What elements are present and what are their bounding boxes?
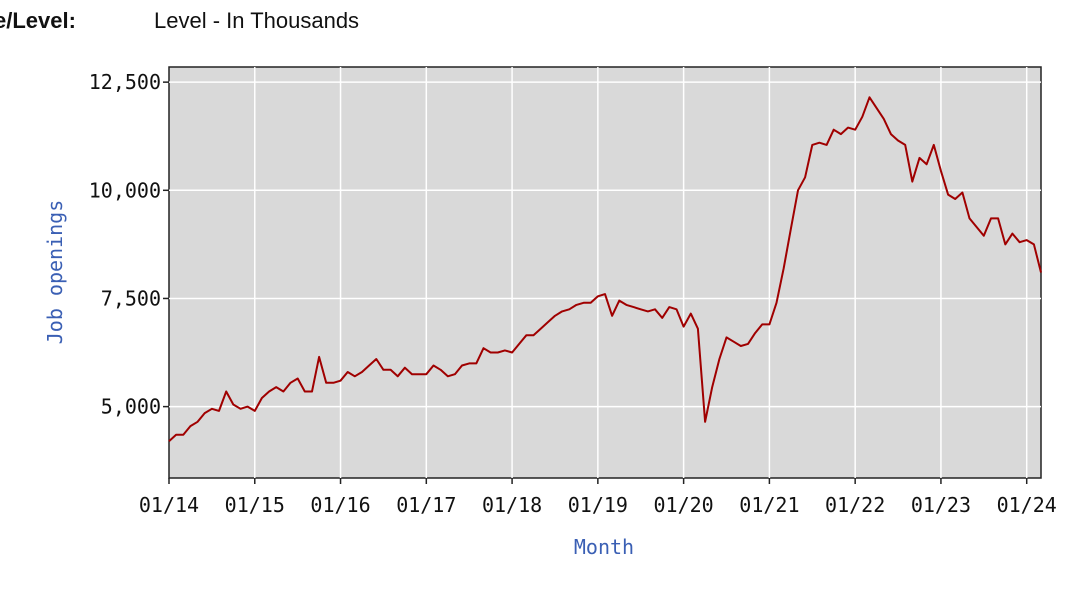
- x-tick-label: 01/20: [654, 493, 714, 517]
- y-tick-label: 7,500: [101, 286, 161, 310]
- series-line-job-openings: [168, 96, 1042, 442]
- x-tick-label: 01/24: [997, 493, 1057, 517]
- y-tick-label: 5,000: [101, 395, 161, 419]
- header-value: Level - In Thousands: [154, 8, 360, 33]
- x-tick-label: 01/14: [139, 493, 199, 517]
- x-axis-label: Month: [574, 535, 634, 559]
- x-tick-label: 01/18: [482, 493, 542, 517]
- y-axis: 5,000 7,500 10,000 12,500: [89, 70, 169, 419]
- series-header: e/Level: Level - In Thousands: [0, 8, 359, 34]
- x-tick-label: 01/19: [568, 493, 628, 517]
- plot-background: [168, 66, 1042, 479]
- x-tick-label: 01/21: [739, 493, 799, 517]
- x-tick-label: 01/16: [310, 493, 370, 517]
- y-tick-label: 12,500: [89, 70, 161, 94]
- x-tick-label: 01/22: [825, 493, 885, 517]
- header-key: e/Level:: [0, 8, 76, 33]
- y-tick-label: 10,000: [89, 178, 161, 202]
- x-axis: 01/14 01/15 01/16 01/17 01/18 01/19 01/20 01/21…: [139, 478, 1057, 517]
- x-tick-label: 01/17: [396, 493, 456, 517]
- plot-area: [168, 66, 1042, 479]
- x-tick-label: 01/15: [225, 493, 285, 517]
- x-tick-label: 01/23: [911, 493, 971, 517]
- y-axis-label: Job openings: [43, 200, 67, 345]
